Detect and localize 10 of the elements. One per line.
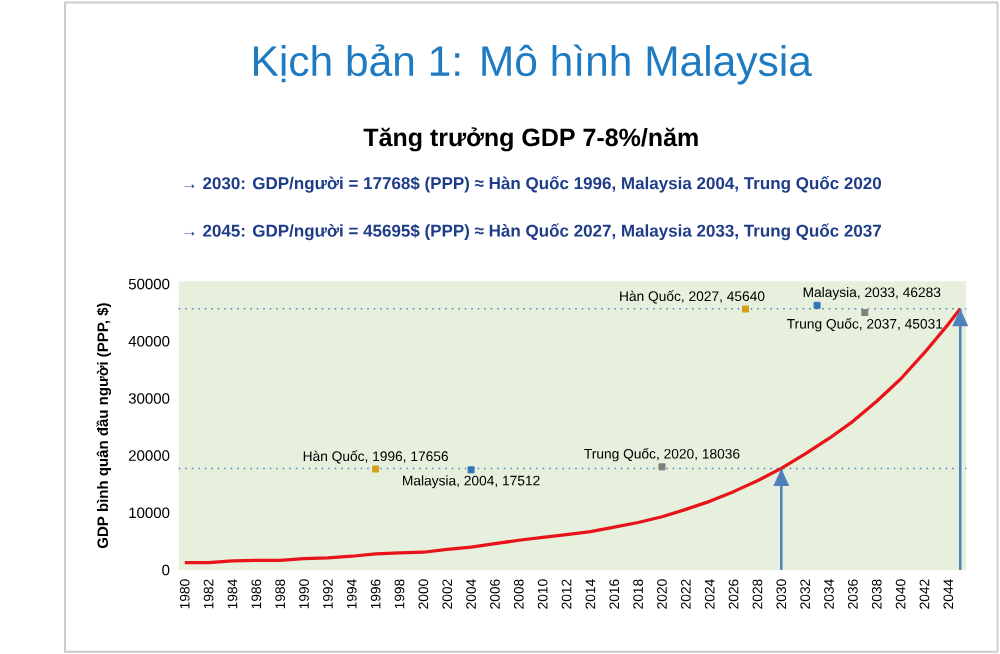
point [742,305,749,313]
point [813,301,821,309]
chart-subtitle: Tăng trưởng GDP 7-8%/năm [363,127,698,152]
point [372,465,380,473]
point [658,463,666,471]
chart-title: Kịch bản 1: Mô hình Malaysia [254,43,812,85]
point [861,308,869,316]
text: → 2030: GDP/người = 17768$ (PPP) ≈ Hàn Quốc 1996, Malaysia 2004, Trung Quốc 2020 [184,175,882,193]
point [467,466,475,474]
text: → 2045: GDP/người = 45695$ (PPP) ≈ Hàn Quốc 2027, Malaysia 2033, Trung Quốc 2037 [184,223,881,241]
